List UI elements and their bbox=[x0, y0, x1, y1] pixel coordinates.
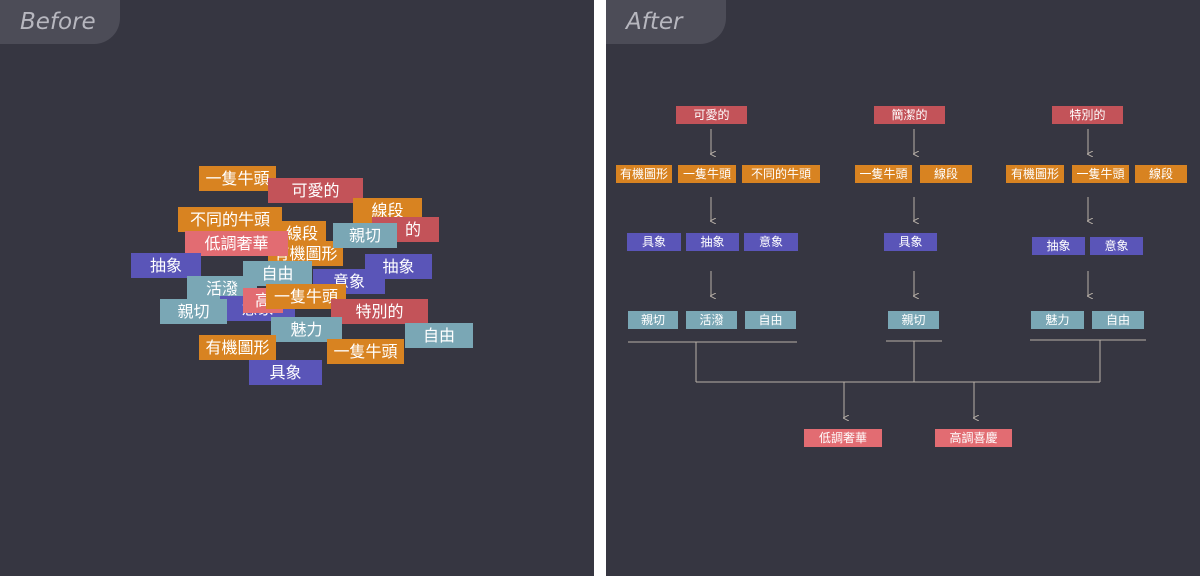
after-node: 自由 bbox=[745, 311, 796, 329]
before-tag: 有機圖形 bbox=[199, 335, 276, 360]
before-tag: 親切 bbox=[160, 299, 227, 324]
after-panel: After 可愛的 簡潔的 bbox=[606, 0, 1200, 576]
after-node: 線段 bbox=[920, 165, 972, 183]
before-tag: 一隻牛頭 bbox=[199, 166, 276, 191]
before-panel: Before 一隻牛頭 可愛的 線段 不同的牛頭 的 線段 有機圖形 親切 低調… bbox=[0, 0, 594, 576]
after-node: 抽象 bbox=[686, 233, 739, 251]
before-tag: 低調奢華 bbox=[185, 231, 288, 256]
after-node: 一隻牛頭 bbox=[855, 165, 912, 183]
after-node: 一隻牛頭 bbox=[678, 165, 736, 183]
after-node: 高調喜慶 bbox=[935, 429, 1012, 447]
before-tag: 親切 bbox=[333, 223, 397, 248]
after-node: 自由 bbox=[1092, 311, 1144, 329]
after-label: After bbox=[606, 0, 726, 44]
after-node: 一隻牛頭 bbox=[1072, 165, 1129, 183]
after-node: 具象 bbox=[627, 233, 681, 251]
after-node: 線段 bbox=[1135, 165, 1187, 183]
before-label: Before bbox=[0, 0, 120, 44]
after-node: 魅力 bbox=[1031, 311, 1084, 329]
before-tag: 自由 bbox=[405, 323, 473, 348]
after-node: 親切 bbox=[628, 311, 678, 329]
after-node: 有機圖形 bbox=[616, 165, 672, 183]
before-tag: 一隻牛頭 bbox=[327, 339, 404, 364]
after-node: 有機圖形 bbox=[1006, 165, 1064, 183]
after-node: 簡潔的 bbox=[874, 106, 945, 124]
after-node: 特別的 bbox=[1052, 106, 1123, 124]
after-node: 親切 bbox=[888, 311, 939, 329]
after-node: 低調奢華 bbox=[804, 429, 882, 447]
after-node: 意象 bbox=[1090, 237, 1143, 255]
after-node: 抽象 bbox=[1032, 237, 1085, 255]
after-node: 可愛的 bbox=[676, 106, 747, 124]
after-node: 意象 bbox=[744, 233, 798, 251]
before-tag: 可愛的 bbox=[268, 178, 363, 203]
before-tag: 特別的 bbox=[331, 299, 428, 324]
before-tag: 具象 bbox=[249, 360, 322, 385]
before-tag: 抽象 bbox=[131, 253, 201, 278]
before-tag: 魅力 bbox=[271, 317, 342, 342]
before-tag: 不同的牛頭 bbox=[178, 207, 282, 232]
after-node: 不同的牛頭 bbox=[742, 165, 820, 183]
after-node: 活潑 bbox=[686, 311, 737, 329]
connector-lines bbox=[628, 129, 1146, 576]
after-node: 具象 bbox=[884, 233, 937, 251]
